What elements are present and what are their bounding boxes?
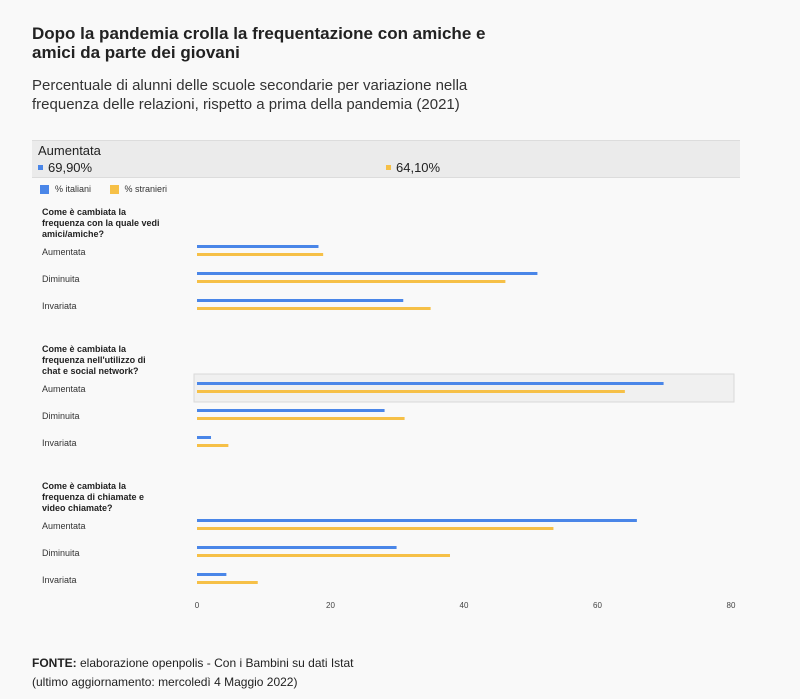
bar-italiani xyxy=(197,272,538,275)
bar-stranieri xyxy=(197,253,324,256)
tooltip-swatch-stranieri xyxy=(386,165,391,170)
x-tick-label: 80 xyxy=(727,601,736,610)
x-tick-label: 0 xyxy=(195,601,200,610)
category-label: Invariata xyxy=(42,438,77,448)
category-label: Aumentata xyxy=(42,521,86,531)
bar-italiani xyxy=(197,382,664,385)
bar-italiani xyxy=(197,409,385,412)
footer-source: FONTE: elaborazione openpolis - Con i Ba… xyxy=(32,654,354,673)
chart-subtitle: Percentuale di alunni delle scuole secon… xyxy=(32,77,468,113)
bar-stranieri xyxy=(197,527,554,530)
category-label: Aumentata xyxy=(42,384,86,394)
bar-italiani xyxy=(197,519,637,522)
bar-stranieri xyxy=(197,280,506,283)
category-label: Invariata xyxy=(42,575,77,585)
bar-stranieri xyxy=(197,554,450,557)
tooltip-value-italiani: 69,90% xyxy=(38,160,92,175)
bar-italiani xyxy=(197,546,397,549)
hover-tooltip: Aumentata 69,90% 64,10% xyxy=(32,140,740,178)
bar-stranieri xyxy=(197,390,625,393)
category-label: Diminuita xyxy=(42,274,80,284)
footer-source-text: elaborazione openpolis - Con i Bambini s… xyxy=(76,656,354,670)
group-question-line: chat e social network? xyxy=(42,366,139,376)
category-label: Invariata xyxy=(42,301,77,311)
group-question-line: Come è cambiata la xyxy=(42,207,127,217)
group-question-line: frequenza con la quale vedi xyxy=(42,218,160,228)
group-question-line: Come è cambiata la xyxy=(42,344,127,354)
bar-italiani xyxy=(197,573,227,576)
legend-label-italiani: % italiani xyxy=(55,184,92,194)
bar-italiani xyxy=(197,245,319,248)
tooltip-value-stranieri: 64,10% xyxy=(386,160,440,175)
chart-title: Dopo la pandemia crolla la frequentazion… xyxy=(32,24,486,62)
footer-update: (ultimo aggiornamento: mercoledì 4 Maggi… xyxy=(32,675,298,689)
bar-stranieri xyxy=(197,417,405,420)
tooltip-value-italiani-text: 69,90% xyxy=(48,160,93,175)
group-question-line: video chiamate? xyxy=(42,503,113,513)
tooltip-value-stranieri-text: 64,10% xyxy=(396,160,441,175)
bar-italiani xyxy=(197,436,212,439)
category-label: Diminuita xyxy=(42,411,80,421)
legend-item-italiani[interactable]: % italiani xyxy=(40,184,91,194)
legend-label-stranieri: % stranieri xyxy=(124,184,168,194)
legend-swatch-stranieri xyxy=(109,184,119,194)
group-question-line: amici/amiche? xyxy=(42,229,104,239)
group-question-line: Come è cambiata la xyxy=(42,481,127,491)
group-question-line: frequenza di chiamate e xyxy=(42,492,144,502)
bar-stranieri xyxy=(197,444,229,447)
x-tick-label: 40 xyxy=(460,601,469,610)
tooltip-swatch-italiani xyxy=(38,165,43,170)
chart-legend: % italiani % stranieri xyxy=(40,184,183,196)
category-label: Aumentata xyxy=(42,247,86,257)
footer: FONTE: elaborazione openpolis - Con i Ba… xyxy=(32,654,354,692)
legend-item-stranieri[interactable]: % stranieri xyxy=(109,184,168,194)
legend-swatch-italiani xyxy=(40,184,49,194)
bar-italiani xyxy=(197,299,404,302)
bar-stranieri xyxy=(197,307,431,310)
x-tick-label: 20 xyxy=(326,601,335,610)
tooltip-category: Aumentata xyxy=(38,143,101,158)
x-tick-label: 60 xyxy=(593,601,602,610)
group-question-line: frequenza nell'utilizzo di xyxy=(42,355,146,365)
footer-source-label: FONTE: xyxy=(32,656,77,670)
row-highlight xyxy=(193,373,735,403)
category-label: Diminuita xyxy=(42,548,80,558)
bar-stranieri xyxy=(197,581,258,584)
